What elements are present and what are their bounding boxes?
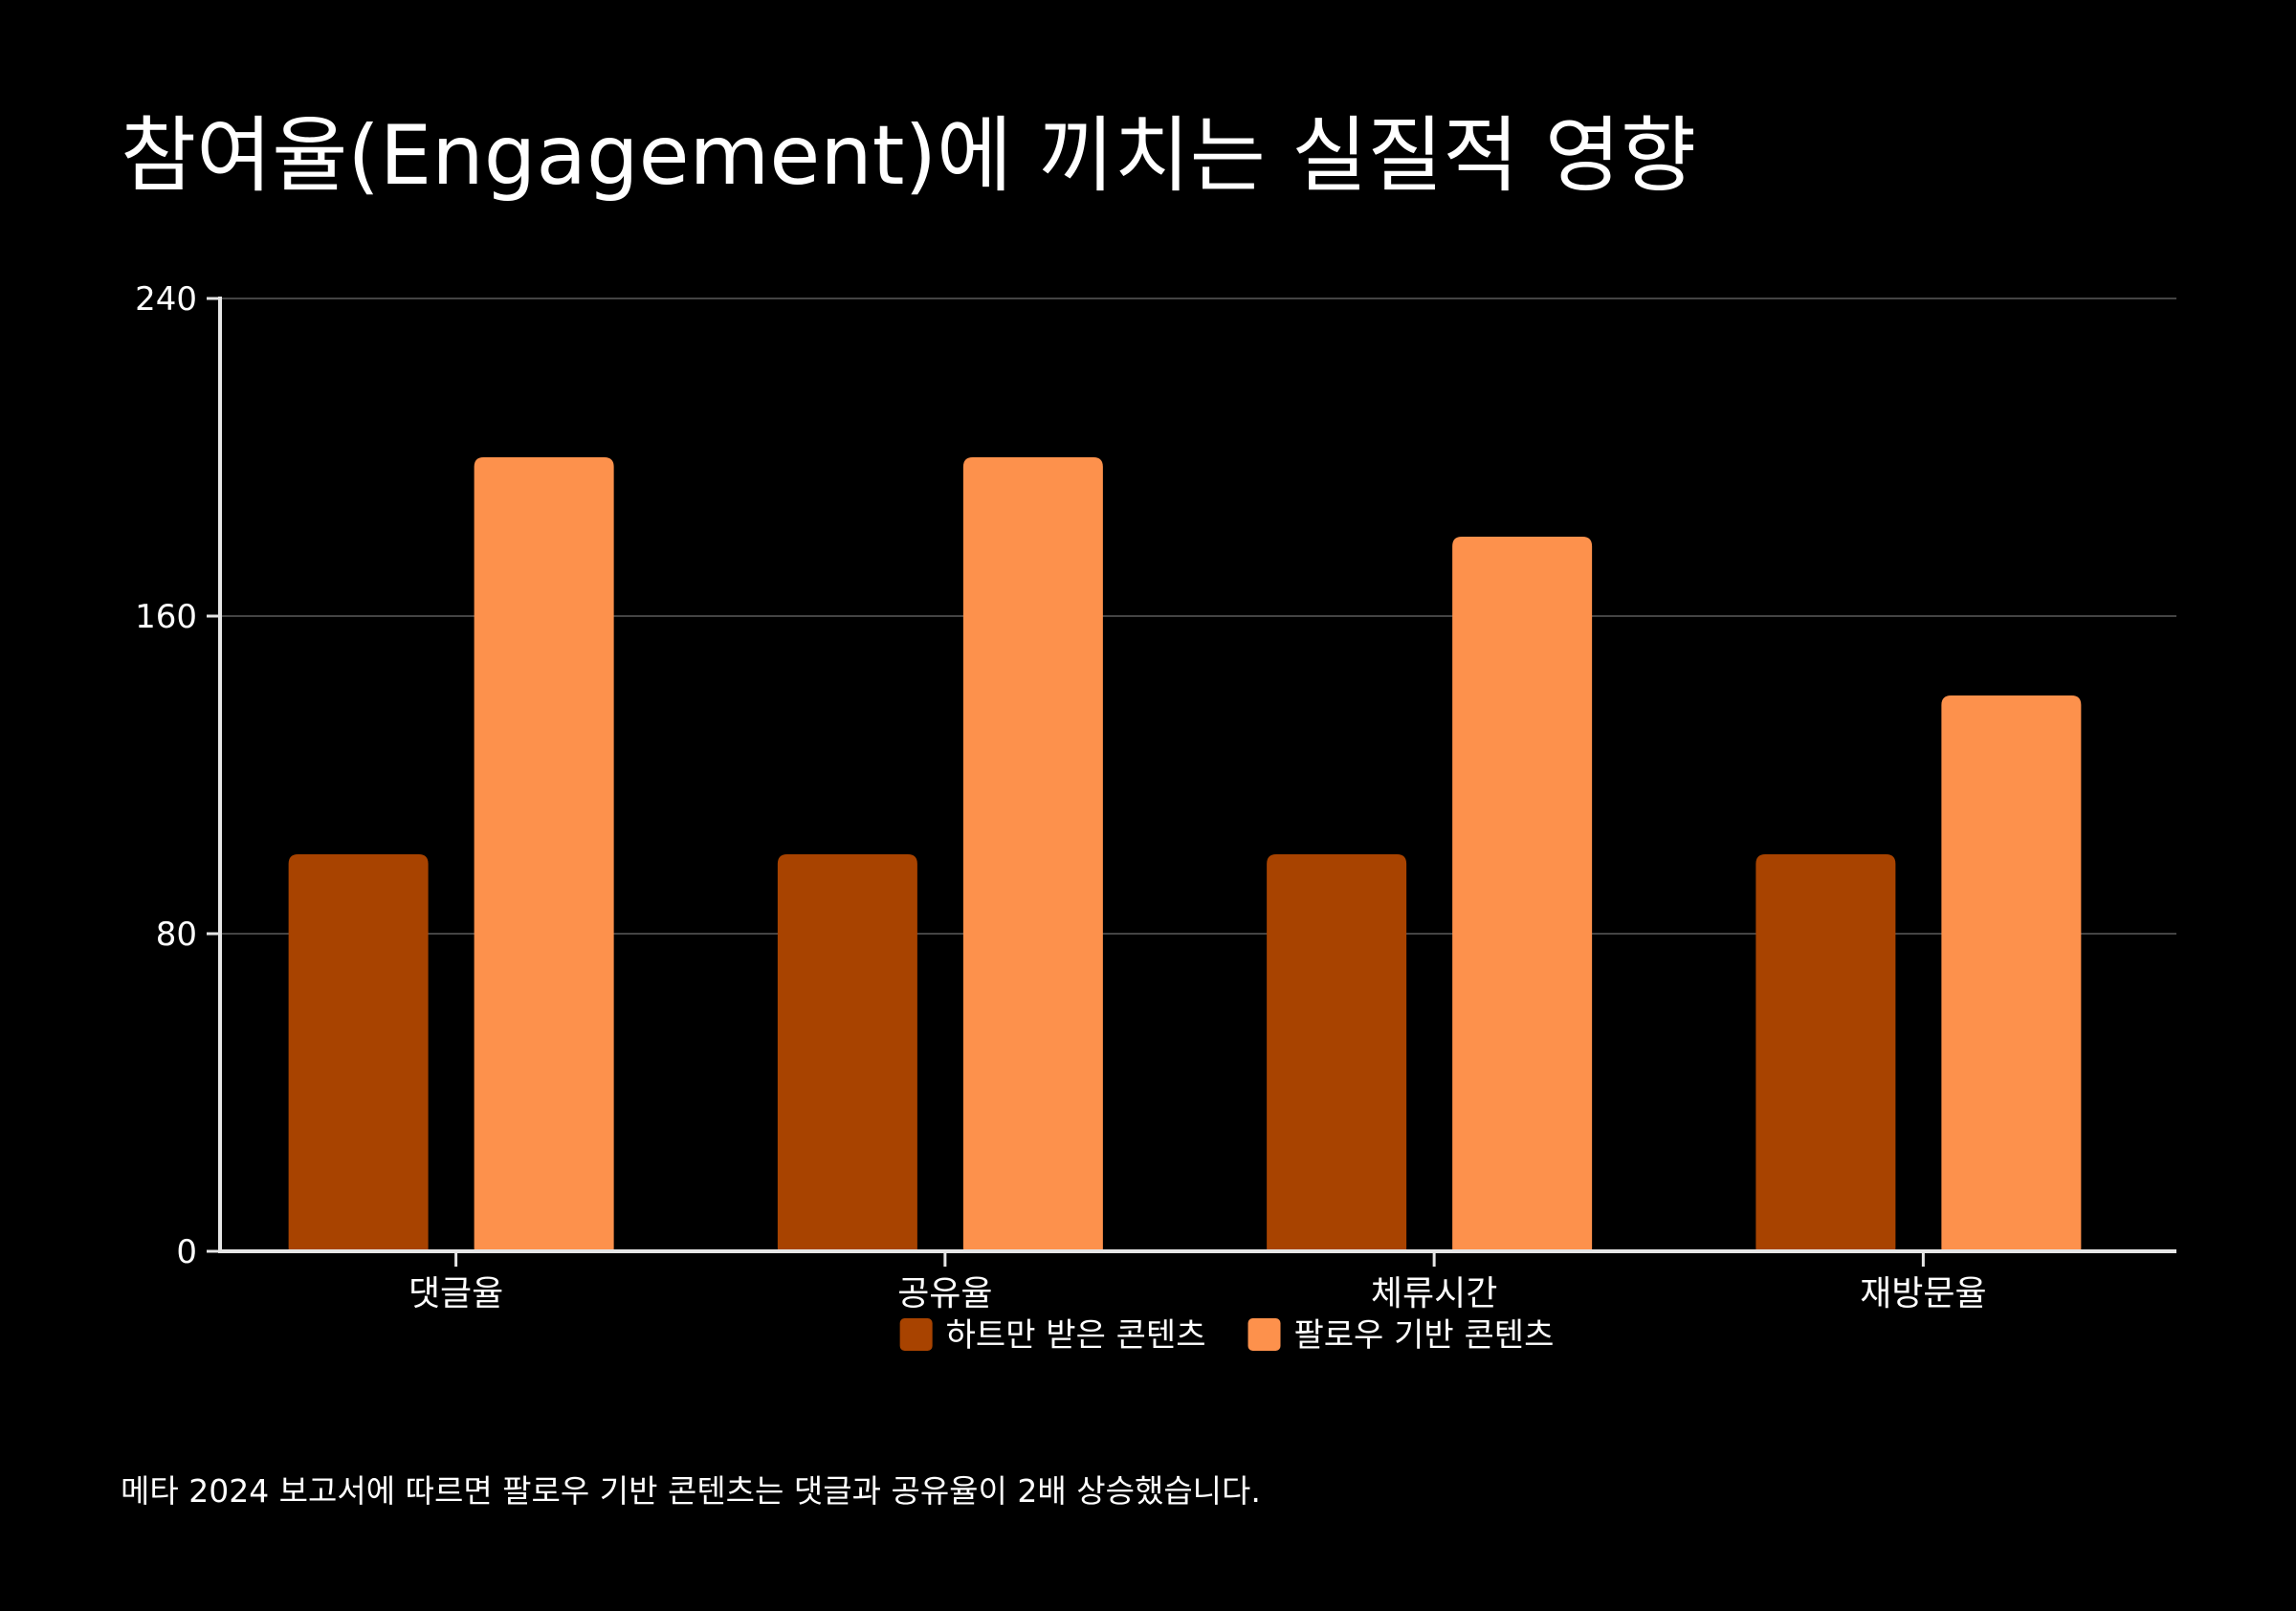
page-title: 참여율(Engagement)에 끼치는 실질적 영향 — [121, 108, 1697, 204]
bar-1-4 — [1755, 854, 1896, 1251]
x-tick-label: 공유율 — [897, 1274, 992, 1313]
bar-1-1 — [288, 854, 429, 1251]
legend-swatch-1 — [899, 1318, 933, 1351]
x-tick-label: 체류시간 — [1371, 1274, 1497, 1313]
bar-2-4 — [1941, 695, 2082, 1251]
axes: 0 80 160 240 댓글율 공유율 체류시간 재방문율 — [135, 280, 2176, 1313]
bar-2-1 — [474, 457, 614, 1251]
bar-2-3 — [1452, 537, 1593, 1251]
x-tick-label: 재방문율 — [1860, 1274, 1986, 1313]
bars — [288, 457, 2082, 1251]
footnote: 메타 2024 보고서에 따르면 팔로우 기반 콘텐츠는 댓글과 공유율이 2배… — [121, 1472, 1261, 1510]
x-tick-label: 댓글율 — [408, 1274, 503, 1313]
y-tick-label: 80 — [156, 916, 197, 954]
legend-swatch-2 — [1247, 1318, 1281, 1351]
bar-1-3 — [1267, 854, 1407, 1251]
y-tick-label: 0 — [176, 1233, 197, 1271]
y-tick-label: 240 — [135, 280, 197, 319]
legend-label-1: 하트만 받은 콘텐츠 — [946, 1316, 1206, 1355]
bar-1-2 — [777, 854, 917, 1251]
bar-2-2 — [962, 457, 1103, 1251]
legend: 하트만 받은 콘텐츠 팔로우 기반 콘텐츠 — [899, 1316, 1555, 1355]
legend-label-2: 팔로우 기반 콘텐츠 — [1294, 1316, 1555, 1355]
y-tick-label: 160 — [135, 598, 197, 636]
